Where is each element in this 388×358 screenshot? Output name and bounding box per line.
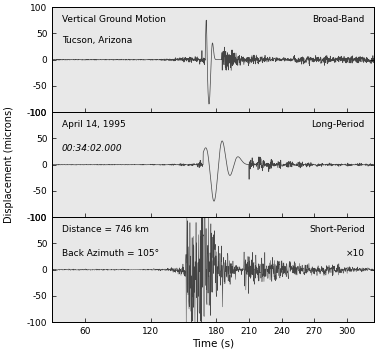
Text: Distance = 746 km: Distance = 746 km — [62, 224, 149, 233]
Text: Vertical Ground Motion: Vertical Ground Motion — [62, 15, 166, 24]
Text: Long-Period: Long-Period — [312, 120, 365, 129]
Text: 00:34:02.000: 00:34:02.000 — [62, 144, 123, 153]
Text: Broad-Band: Broad-Band — [312, 15, 365, 24]
X-axis label: Time (s): Time (s) — [192, 339, 234, 349]
Text: ×10: ×10 — [346, 249, 365, 258]
Text: Tucson, Arizona: Tucson, Arizona — [62, 35, 132, 44]
Text: Displacement (microns): Displacement (microns) — [3, 106, 14, 223]
Text: Back Azimuth = 105°: Back Azimuth = 105° — [62, 249, 159, 258]
Text: April 14, 1995: April 14, 1995 — [62, 120, 126, 129]
Text: Short-Period: Short-Period — [309, 224, 365, 233]
